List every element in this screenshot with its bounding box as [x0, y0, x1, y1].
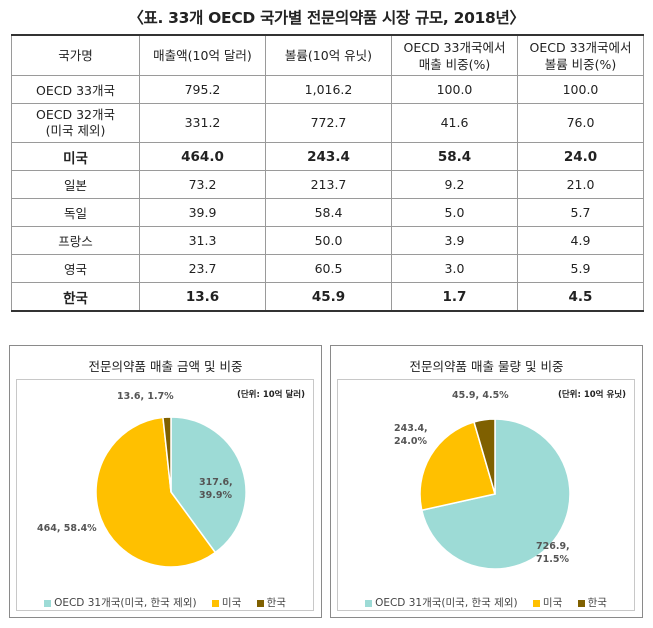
- chart-legend: OECD 31개국(미국, 한국 제외) 미국 한국: [338, 595, 634, 610]
- volume-pie-panel: 전문의약품 매출 물량 및 비중 (단위: 10억 유닛) 726.9, 71.5…: [330, 345, 643, 618]
- row-name: 미국: [11, 142, 140, 171]
- chart-area: (단위: 10억 달러) 317.6, 39.9% 464, 58.4% 13.6…: [16, 379, 314, 611]
- unit-label: (단위: 10억 달러): [236, 390, 305, 400]
- row-name: 한국: [11, 282, 140, 312]
- header-sales-share: OECD 33개국에서 매출 비중(%): [391, 34, 518, 76]
- pie-slice-us: [419, 421, 496, 512]
- row-volume-share: 24.0: [517, 142, 644, 171]
- row-volume: 45.9: [265, 282, 392, 312]
- legend-item-korea: 한국: [577, 595, 607, 610]
- legend-label: OECD 31개국(미국, 한국 제외): [54, 597, 197, 609]
- row-sales: 13.6: [139, 282, 266, 312]
- data-label-us: 464, 58.4%: [37, 523, 97, 534]
- chart-legend: OECD 31개국(미국, 한국 제외) 미국 한국: [17, 595, 313, 610]
- table-row: OECD 33개국 795.2 1,016.2 100.0 100.0: [11, 75, 644, 104]
- table-row: 프랑스 31.3 50.0 3.9 4.9: [11, 226, 644, 255]
- row-sales: 331.2: [139, 103, 266, 143]
- swatch-us: [211, 599, 219, 607]
- table-row: 영국 23.7 60.5 3.0 5.9: [11, 254, 644, 283]
- swatch-us: [532, 599, 540, 607]
- swatch-korea: [577, 599, 585, 607]
- legend-item-us: 미국: [532, 595, 563, 610]
- row-volume-share: 4.5: [517, 282, 644, 312]
- row-sales-share: 1.7: [391, 282, 518, 312]
- sales-pie-panel: 전문의약품 매출 금액 및 비중 (단위: 10억 달러) 317.6, 39.9…: [9, 345, 322, 618]
- table-header-row: 국가명 매출액(10억 달러) 볼륨(10억 유닛) OECD 33개국에서 매출…: [11, 34, 644, 76]
- table-row: OECD 32개국 (미국 제외) 331.2 772.7 41.6 76.0: [11, 103, 644, 143]
- chart-area: (단위: 10억 유닛) 726.9, 71.5% 243.4, 24.0% 45.…: [337, 379, 635, 611]
- row-volume: 243.4: [265, 142, 392, 171]
- page-title: 〈표. 33개 OECD 국가별 전문의약품 시장 규모, 2018년〉: [128, 9, 525, 27]
- row-name: 일본: [11, 170, 140, 199]
- chart-title: 전문의약품 매출 금액 및 비중: [88, 359, 243, 374]
- swatch-oecd31: [44, 599, 52, 607]
- row-name: 영국: [11, 254, 140, 283]
- pie-slice-korea: [473, 418, 496, 495]
- legend-item-us: 미국: [211, 595, 242, 610]
- row-volume-share: 21.0: [517, 170, 644, 199]
- row-volume-share: 76.0: [517, 103, 644, 143]
- row-volume-share: 5.7: [517, 198, 644, 227]
- swatch-korea: [256, 599, 264, 607]
- pie-slice-oecd31: [420, 418, 571, 570]
- row-sales: 31.3: [139, 226, 266, 255]
- row-volume: 1,016.2: [265, 75, 392, 104]
- row-sales: 39.9: [139, 198, 266, 227]
- row-sales-share: 9.2: [391, 170, 518, 199]
- legend-label: 한국: [587, 597, 607, 609]
- row-volume: 60.5: [265, 254, 392, 283]
- swatch-oecd31: [365, 599, 373, 607]
- row-volume: 772.7: [265, 103, 392, 143]
- legend-item-korea: 한국: [256, 595, 286, 610]
- row-sales-share: 5.0: [391, 198, 518, 227]
- row-volume: 213.7: [265, 170, 392, 199]
- header-volume-share: OECD 33개국에서 볼륨 비중(%): [517, 34, 644, 76]
- pie-slice-us: [95, 416, 217, 568]
- legend-label: 미국: [542, 597, 563, 609]
- table-row: 일본 73.2 213.7 9.2 21.0: [11, 170, 644, 199]
- data-label-us: 243.4, 24.0%: [394, 423, 428, 447]
- row-sales-share: 3.9: [391, 226, 518, 255]
- header-sales: 매출액(10억 달러): [139, 34, 266, 76]
- legend-label: 미국: [221, 597, 242, 609]
- data-label-oecd31: 317.6, 39.9%: [199, 477, 233, 501]
- row-name: OECD 33개국: [11, 75, 140, 104]
- table-row: 한국 13.6 45.9 1.7 4.5: [11, 282, 644, 312]
- market-size-table: 국가명 매출액(10억 달러) 볼륨(10억 유닛) OECD 33개국에서 매출…: [11, 34, 644, 312]
- table-row: 미국 464.0 243.4 58.4 24.0: [11, 142, 644, 171]
- volume-pie-chart: [419, 418, 571, 570]
- row-sales: 464.0: [139, 142, 266, 171]
- row-sales-share: 100.0: [391, 75, 518, 104]
- legend-item-oecd31: OECD 31개국(미국, 한국 제외): [44, 595, 197, 610]
- legend-item-oecd31: OECD 31개국(미국, 한국 제외): [365, 595, 518, 610]
- row-sales-share: 41.6: [391, 103, 518, 143]
- sales-pie-chart: [95, 416, 247, 568]
- table-row: 독일 39.9 58.4 5.0 5.7: [11, 198, 644, 227]
- row-sales-share: 58.4: [391, 142, 518, 171]
- header-country: 국가명: [11, 34, 140, 76]
- pie-slice-oecd31: [170, 416, 247, 554]
- row-volume: 50.0: [265, 226, 392, 255]
- chart-title: 전문의약품 매출 물량 및 비중: [409, 359, 564, 374]
- row-name: OECD 32개국 (미국 제외): [11, 103, 140, 143]
- legend-label: OECD 31개국(미국, 한국 제외): [375, 597, 518, 609]
- row-sales: 73.2: [139, 170, 266, 199]
- row-volume-share: 4.9: [517, 226, 644, 255]
- row-volume: 58.4: [265, 198, 392, 227]
- data-label-korea: 45.9, 4.5%: [452, 390, 509, 401]
- unit-label: (단위: 10억 유닛): [557, 390, 626, 400]
- row-name: 독일: [11, 198, 140, 227]
- row-sales: 795.2: [139, 75, 266, 104]
- row-sales: 23.7: [139, 254, 266, 283]
- row-volume-share: 100.0: [517, 75, 644, 104]
- pie-slice-korea: [162, 416, 172, 493]
- header-volume: 볼륨(10억 유닛): [265, 34, 392, 76]
- row-name: 프랑스: [11, 226, 140, 255]
- legend-label: 한국: [266, 597, 286, 609]
- row-volume-share: 5.9: [517, 254, 644, 283]
- data-label-korea: 13.6, 1.7%: [117, 391, 174, 402]
- data-label-oecd31: 726.9, 71.5%: [536, 541, 570, 565]
- row-sales-share: 3.0: [391, 254, 518, 283]
